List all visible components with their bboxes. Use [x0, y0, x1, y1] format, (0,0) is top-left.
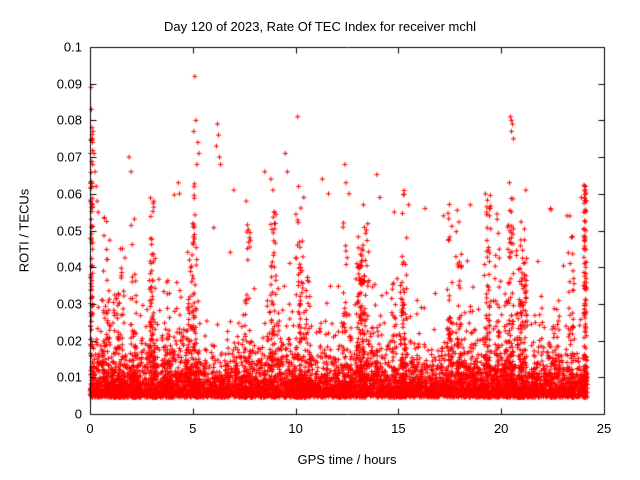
y-tick-label: 0.02: [56, 333, 82, 349]
y-tick-label: 0.08: [56, 112, 82, 128]
y-tick-label: 0.03: [56, 296, 82, 312]
y-tick-label: 0.1: [63, 39, 82, 55]
x-tick-label: 15: [391, 421, 406, 436]
y-tick-label: 0.04: [56, 259, 82, 275]
y-axis-label: ROTI / TECUs: [16, 188, 32, 273]
y-tick-label: 0.06: [56, 186, 82, 202]
y-tick-label: 0.05: [56, 223, 82, 238]
x-tick-label: 25: [596, 421, 612, 436]
x-axis-label: GPS time / hours: [297, 452, 397, 467]
x-tick-label: 10: [288, 421, 303, 436]
y-tick-label: 0.01: [56, 369, 82, 385]
x-tick-label: 5: [189, 421, 197, 436]
x-tick-label: 20: [493, 421, 509, 436]
y-tick-label: 0.07: [56, 149, 82, 165]
x-tick-label: 0: [86, 421, 94, 436]
y-tick-label: 0: [74, 406, 82, 422]
y-tick-label: 0.09: [56, 76, 82, 92]
chart-title: Day 120 of 2023, Rate Of TEC Index for r…: [164, 19, 476, 34]
